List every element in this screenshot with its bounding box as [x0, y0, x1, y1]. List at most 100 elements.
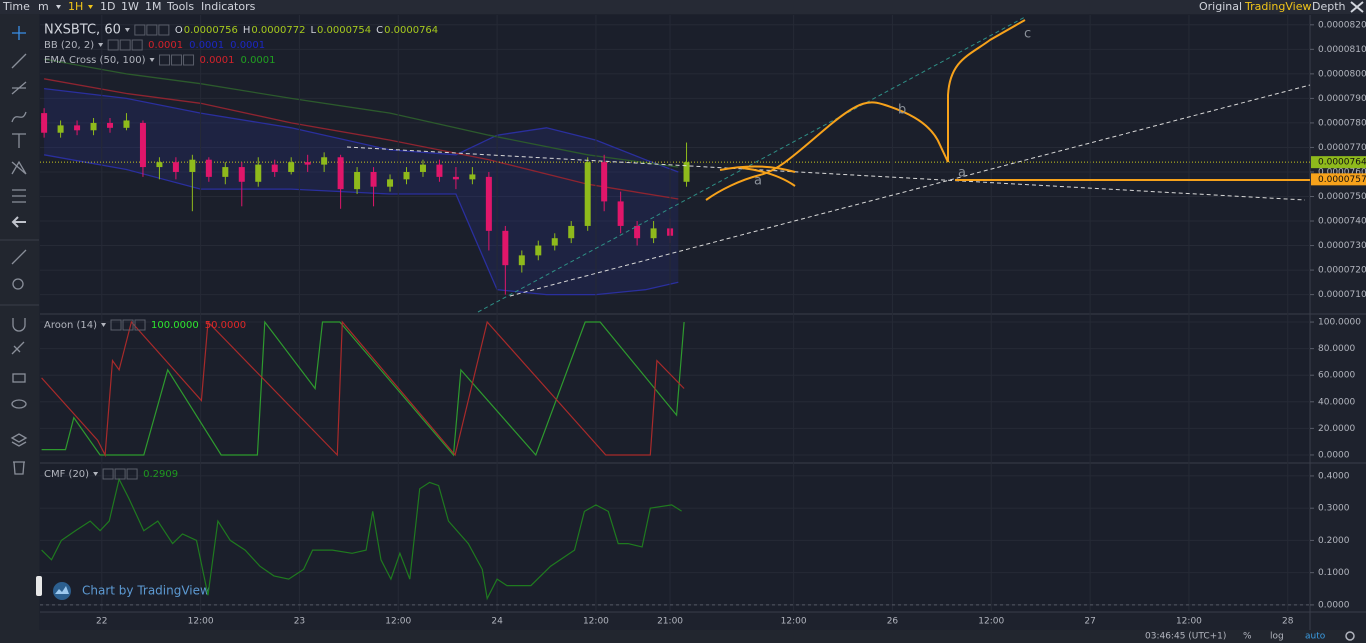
x-tick-label: 21:00 — [657, 617, 683, 627]
legend-button[interactable] — [134, 319, 146, 331]
pattern-tool[interactable] — [11, 160, 27, 175]
candle-body — [172, 162, 179, 172]
candle-body — [419, 164, 426, 172]
indicator-line — [41, 477, 682, 601]
legend-button[interactable] — [122, 319, 134, 331]
legend-button[interactable] — [183, 54, 195, 66]
indicator-readout: 0.0001 — [230, 40, 265, 51]
y-tick-label: 0.0000800 — [1318, 69, 1366, 79]
user-drawings: a a b c — [346, 16, 1311, 313]
candle-body — [502, 230, 509, 266]
percent-button[interactable]: % — [1243, 632, 1252, 642]
y-tick-label: 0.0000810 — [1318, 45, 1366, 55]
legend-button[interactable] — [126, 468, 138, 480]
menu-1h[interactable]: 1H — [68, 0, 83, 13]
menu-1w[interactable]: 1W — [121, 0, 139, 13]
trash-tool[interactable] — [13, 461, 25, 475]
scroll-handle[interactable] — [36, 576, 42, 596]
legend-button[interactable] — [159, 54, 171, 66]
wave-label: b — [898, 103, 906, 118]
legend-button[interactable] — [102, 468, 114, 480]
menu-time[interactable]: Time — [2, 0, 30, 13]
menu-1d[interactable]: 1D — [100, 0, 115, 13]
indicator-readout: 0.0001 — [241, 55, 276, 66]
magnet-tool[interactable] — [12, 318, 26, 332]
legend-button[interactable] — [107, 39, 119, 51]
settings-button[interactable] — [1345, 631, 1355, 641]
candle-body — [436, 164, 443, 177]
lock-drawings-tool[interactable] — [11, 341, 25, 355]
ohlc-key: C — [376, 25, 383, 36]
y-tick-label: 60.0000 — [1318, 371, 1355, 381]
dropdown-arrow — [98, 43, 104, 47]
legend-button[interactable] — [114, 468, 126, 480]
watermark: Chart by TradingView — [53, 582, 210, 600]
fib-tool[interactable] — [11, 81, 27, 95]
indicator-label: CMF (20) — [44, 469, 89, 480]
y-tick-label: 40.0000 — [1318, 397, 1355, 407]
candle-body — [452, 176, 459, 180]
y-tick-label: 0.0000770 — [1318, 143, 1366, 153]
indicator-line — [43, 154, 679, 296]
y-tick-label: 0.0000730 — [1318, 241, 1366, 251]
wave-arc — [719, 165, 796, 187]
brush-tool[interactable] — [11, 111, 27, 123]
legend-button[interactable] — [158, 24, 170, 36]
menu-minutes[interactable]: m — [38, 0, 49, 13]
menu-indicators[interactable]: Indicators — [201, 0, 256, 13]
left-toolbar — [0, 14, 39, 630]
clock: 03:46:45 (UTC+1) — [1145, 632, 1226, 642]
legend-button[interactable] — [171, 54, 183, 66]
legend-button[interactable] — [110, 319, 122, 331]
crosshair-tool[interactable] — [12, 26, 26, 40]
legend-button[interactable] — [119, 39, 131, 51]
candle-body — [74, 125, 81, 131]
view-depth[interactable]: Depth — [1312, 0, 1346, 13]
dropdown-arrow — [101, 323, 107, 327]
indicator-readout: 0.0001 — [148, 40, 183, 51]
y-tick-label: 0.0000750 — [1318, 192, 1366, 202]
indicator-line — [41, 320, 685, 458]
indicator-line — [43, 58, 679, 168]
price-marker — [1311, 156, 1366, 169]
ohlc-value: 0.0000756 — [184, 25, 238, 36]
lock-tool[interactable] — [12, 373, 26, 383]
y-tick-label: 0.0000790 — [1318, 94, 1366, 104]
x-tick-label: 27 — [1084, 617, 1095, 627]
back-tool[interactable] — [11, 216, 26, 228]
fullscreen-icon[interactable] — [1350, 1, 1364, 13]
drawing-tools — [0, 26, 39, 475]
zoom-tool[interactable] — [12, 278, 24, 290]
log-button[interactable]: log — [1270, 632, 1284, 642]
indicator-line — [41, 320, 685, 457]
symbol-title: NXSBTC, 60 — [44, 23, 121, 38]
menu-tools[interactable]: Tools — [166, 0, 194, 13]
auto-button[interactable]: auto — [1305, 632, 1326, 642]
prediction-tool[interactable] — [12, 189, 26, 203]
candle-body — [568, 225, 575, 239]
legend-button[interactable] — [134, 24, 146, 36]
measure-tool[interactable] — [11, 249, 27, 265]
legend-button[interactable] — [146, 24, 158, 36]
candle-body — [271, 164, 278, 172]
dropdown-arrow[interactable] — [88, 5, 93, 9]
x-tick-label: 12:00 — [583, 617, 609, 627]
view-tradingview[interactable]: TradingView — [1244, 0, 1311, 13]
trendline-tool[interactable] — [11, 53, 27, 69]
menu-1m[interactable]: 1M — [145, 0, 162, 13]
watermark-text[interactable]: Chart by TradingView — [82, 584, 210, 598]
band-fill — [44, 88, 679, 295]
indicator-readout: 0.0001 — [200, 55, 235, 66]
ohlc-value: 0.0000754 — [317, 25, 371, 36]
layers-tool[interactable] — [10, 433, 28, 447]
legend-button[interactable] — [131, 39, 143, 51]
dropdown-arrow[interactable] — [56, 5, 61, 9]
view-original[interactable]: Original — [1199, 0, 1242, 13]
dropdown-arrow — [124, 28, 130, 32]
wave-label: a — [754, 174, 762, 189]
candle-body — [617, 201, 624, 226]
visibility-tool[interactable] — [11, 399, 27, 409]
indicator-line — [44, 87, 679, 173]
x-tick-label: 26 — [887, 617, 899, 627]
text-tool[interactable] — [12, 133, 26, 148]
